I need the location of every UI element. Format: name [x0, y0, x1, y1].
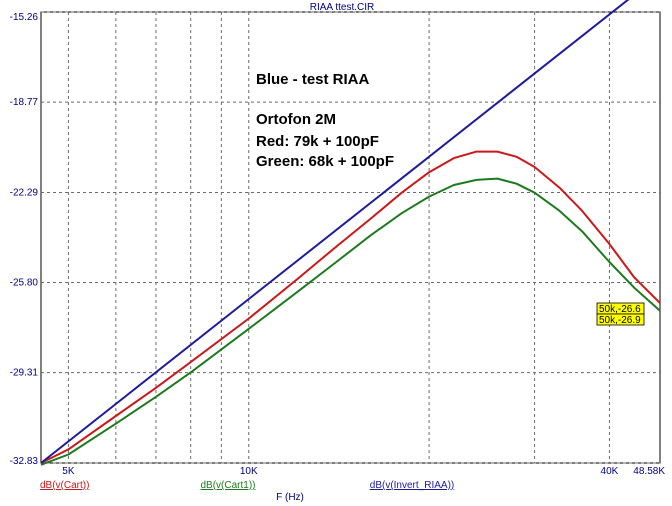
- y-tick-label: -25.80: [10, 278, 39, 289]
- marker-flag-label: 50k,-26.6: [599, 304, 641, 315]
- series-line: [40, 177, 661, 466]
- legend-entry: dB(v(Cart1)): [200, 480, 255, 491]
- y-tick-label: -22.29: [10, 187, 39, 198]
- y-tick-label: -32.83: [10, 456, 39, 467]
- x-tick-label: 40K: [601, 466, 619, 477]
- x-tick-label: 5K: [62, 466, 75, 477]
- x-tick-label: 10K: [240, 466, 258, 477]
- marker-flag-label: 50k,-26.9: [599, 315, 641, 326]
- annotation-text: Red: 79k + 100pF: [256, 133, 379, 150]
- x-tick-label: 48.58K: [633, 466, 665, 477]
- annotation-text: Blue - test RIAA: [256, 71, 370, 88]
- x-axis-label: F (Hz): [276, 492, 304, 503]
- window-title: RIAA ttest.CIR: [310, 2, 374, 13]
- legend: dB(v(Cart)) dB(v(Cart1)) dB(v(Invert_RIAA)…: [40, 480, 454, 491]
- y-tick-label: -15.26: [10, 12, 39, 23]
- plot-frame: [40, 11, 661, 464]
- annotation-text: Green: 68k + 100pF: [256, 153, 394, 170]
- annotation-block: Blue - test RIAA Ortofon 2M Red: 79k + 100…: [256, 71, 394, 170]
- grid-lines: [41, 11, 660, 464]
- y-tick-label: -18.77: [10, 97, 39, 108]
- annotation-text: Ortofon 2M: [256, 111, 336, 128]
- y-axis-ticks: -15.26 -18.77 -22.29 -25.80 -29.31 -32.83: [10, 12, 39, 467]
- x-axis-ticks: 5K 10K 40K 48.58K: [62, 466, 665, 477]
- legend-entry: dB(v(Cart)): [40, 480, 89, 491]
- series-line: [40, 150, 661, 464]
- marker-flag-box: [596, 313, 645, 326]
- legend-entry: dB(v(Invert_RIAA)): [370, 480, 454, 491]
- series-line: [40, 0, 630, 464]
- series-curves: [40, 0, 661, 466]
- y-tick-label: -29.31: [10, 368, 39, 379]
